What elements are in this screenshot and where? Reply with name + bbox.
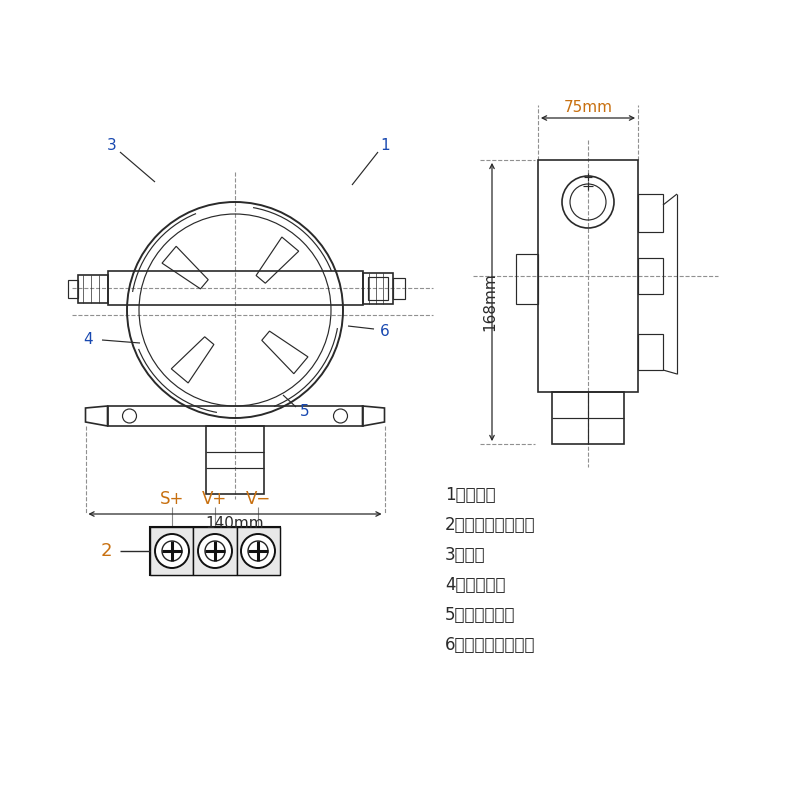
Bar	[638, 334, 663, 370]
Bar	[638, 258, 663, 294]
Bar	[150, 527, 194, 575]
Text: 3、堵头: 3、堵头	[445, 546, 486, 564]
Text: 5: 5	[300, 405, 310, 419]
Bar	[393, 278, 405, 299]
Text: V−: V−	[246, 490, 270, 508]
Text: 140mm: 140mm	[206, 517, 264, 531]
Text: 5、气敏传感器: 5、气敏传感器	[445, 606, 515, 624]
Bar	[194, 527, 237, 575]
Text: 2、变送器接线端子: 2、变送器接线端子	[445, 516, 536, 534]
Bar	[107, 406, 362, 426]
Text: 75mm: 75mm	[563, 101, 613, 115]
Text: 4、安装支架: 4、安装支架	[445, 576, 506, 594]
Bar	[67, 280, 78, 298]
Circle shape	[198, 534, 232, 568]
Bar	[362, 273, 393, 304]
Circle shape	[241, 534, 275, 568]
Bar	[638, 194, 663, 232]
Bar	[516, 254, 538, 304]
Text: 6、传感器接线端子: 6、传感器接线端子	[445, 636, 535, 654]
Text: 6: 6	[380, 325, 390, 339]
Circle shape	[155, 534, 189, 568]
Bar	[78, 275, 107, 303]
Bar	[552, 392, 624, 444]
Text: 1、入线孔: 1、入线孔	[445, 486, 496, 504]
Bar	[237, 527, 280, 575]
Text: 3: 3	[107, 138, 117, 153]
Text: 2: 2	[101, 542, 112, 560]
Bar	[150, 527, 280, 575]
Text: S+: S+	[160, 490, 184, 508]
Text: 4: 4	[83, 333, 93, 347]
Text: 1: 1	[380, 138, 390, 153]
Bar	[206, 426, 264, 494]
Bar	[367, 277, 387, 300]
Bar	[538, 160, 638, 392]
Text: 168mm: 168mm	[482, 273, 498, 331]
Bar	[107, 271, 362, 305]
Text: V+: V+	[202, 490, 228, 508]
